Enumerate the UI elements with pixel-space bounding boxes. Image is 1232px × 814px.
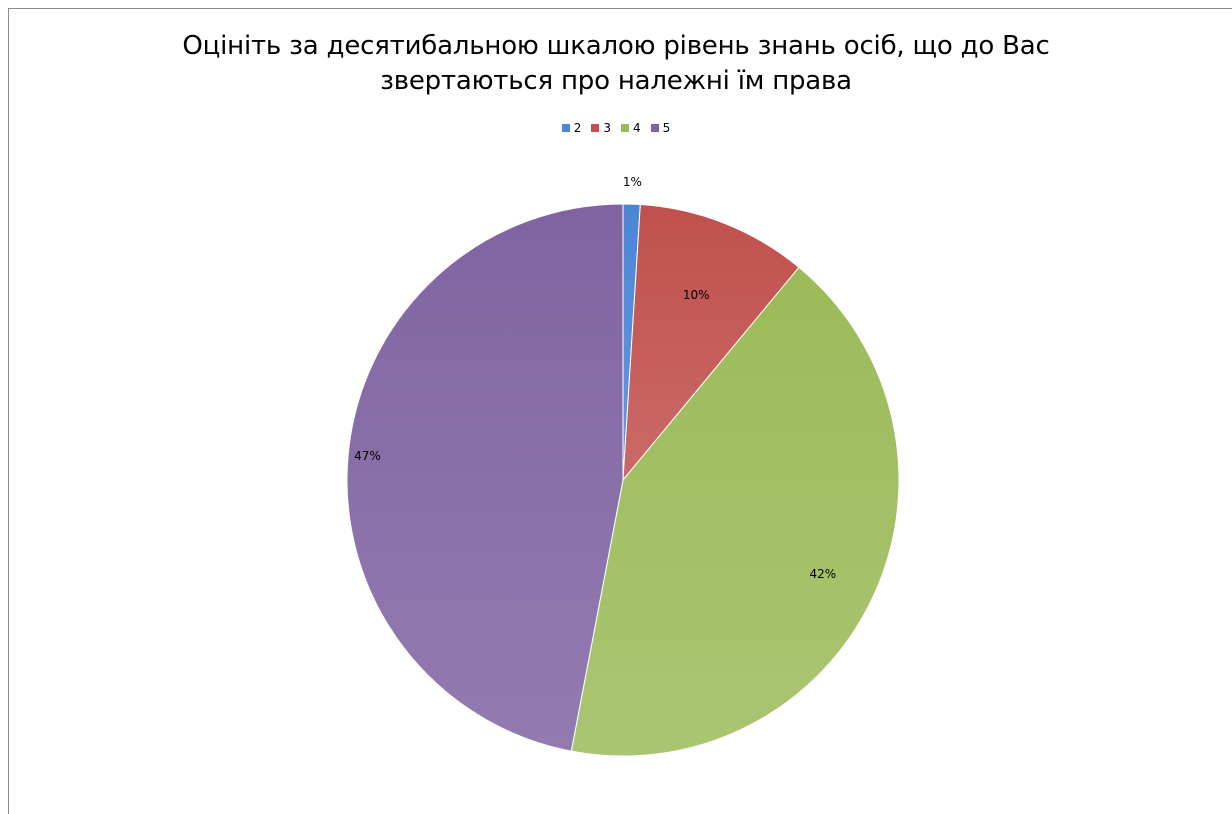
legend-label: 3	[603, 121, 611, 135]
legend-item-3: 3	[591, 121, 611, 135]
pie-slice-3	[622, 204, 800, 482]
legend-swatch	[591, 124, 600, 132]
data-label-3: 10%	[683, 288, 710, 302]
chart-title-line-2: звертаються про належні їм права	[380, 66, 852, 96]
legend-swatch	[650, 124, 659, 132]
pie-slice-4	[570, 266, 900, 757]
chart-title: Оцініть за десятибальною шкалою рівень з…	[0, 29, 1232, 99]
legend-item-2: 2	[561, 121, 582, 135]
legend-swatch	[621, 124, 629, 132]
legend-label: 4	[633, 121, 641, 135]
legend-item-4: 4	[621, 121, 641, 135]
legend-label: 2	[573, 121, 582, 135]
data-label-4: 42%	[809, 567, 836, 581]
legend-item-5: 5	[650, 121, 671, 135]
chart-title-line-1: Оцініть за десятибальною шкалою рівень з…	[182, 31, 1050, 61]
legend-swatch	[561, 124, 570, 132]
data-label-5: 47%	[354, 449, 381, 463]
legend: 2 3 4 5	[0, 121, 1232, 135]
pie-slice-5	[346, 203, 624, 752]
legend-label: 5	[662, 121, 671, 135]
data-label-2: 1%	[623, 175, 642, 189]
